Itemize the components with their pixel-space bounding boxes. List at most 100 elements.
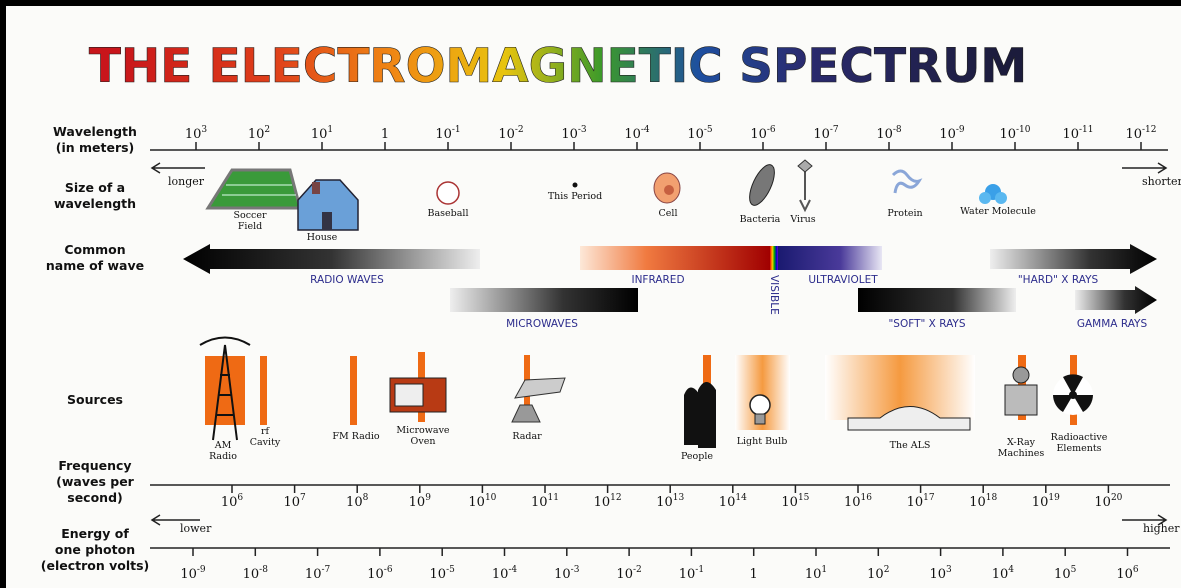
wave-label: RADIO WAVES [310,274,384,286]
title: THE ELECTROMAGNETIC SPECTRUM [89,39,1027,94]
tick-exponent: 10 [485,493,497,503]
tick-base: 10 [180,567,197,582]
row-label: second) [67,490,122,505]
tick-base: 10 [679,567,696,582]
tick-base: 10 [876,127,893,142]
tick-base: 10 [243,567,260,582]
row-label: Wavelength [53,124,137,139]
tick-base: 10 [283,495,300,510]
tick-exponent: 17 [923,493,935,503]
tick-base: 10 [1094,495,1111,510]
wave-label: VISIBLE [768,275,780,315]
tick-base: 10 [999,127,1016,142]
source-label: FM Radio [332,431,379,442]
tick-label: 1 [381,127,389,142]
tick-base: 10 [992,567,1009,582]
tick-exponent: -4 [641,125,650,135]
tick-exponent: 11 [548,493,559,503]
size-label: Bacteria [740,214,781,225]
tick-exponent: 4 [1008,565,1014,575]
tick-exponent: -7 [830,125,839,135]
tick-base: 10 [468,495,485,510]
size-label: Protein [887,208,922,219]
row-label: Size of a [65,180,125,195]
tick-exponent: -4 [508,565,517,575]
tick-base: 10 [367,567,384,582]
tick-exponent: 3 [201,125,207,135]
tick-base: 1 [750,567,758,582]
row-label: Energy of [61,526,129,541]
tick-base: 10 [430,567,447,582]
tick-exponent: -2 [633,565,642,575]
tick-base: 10 [624,127,641,142]
tick-exponent: 7 [300,493,306,503]
size-label: Water Molecule [960,206,1036,217]
tick-exponent: -8 [893,125,902,135]
tick-exponent: -5 [446,565,455,575]
tick-exponent: 20 [1111,493,1123,503]
tick-exponent: -5 [704,125,713,135]
tick-base: 10 [561,127,578,142]
tick-base: 10 [554,567,571,582]
size-label: Baseball [428,208,469,219]
wave-label: "HARD" X RAYS [1018,274,1099,286]
tick-base: 10 [409,495,426,510]
tick-base: 10 [656,495,673,510]
source-label: People [681,451,713,462]
tick-base: 10 [719,495,736,510]
tick-base: 10 [813,127,830,142]
tick-base: 10 [616,567,633,582]
row-label: name of wave [46,258,144,273]
tick-exponent: 12 [610,493,621,503]
source-label: Elements [1056,443,1101,454]
tick-base: 10 [305,567,322,582]
row-label: Sources [67,392,123,407]
tick-exponent: 13 [673,493,685,503]
tick-exponent: 5 [1071,565,1077,575]
source-label: AM [214,440,232,451]
direction-label: shorter [1142,175,1181,188]
tick-base: 10 [492,567,509,582]
source-label: Radioactive [1051,432,1108,443]
source-label: Microwave [396,425,450,436]
wave-label: INFRARED [631,274,684,286]
tick-exponent: -6 [384,565,393,575]
row-label: (waves per [56,474,135,489]
tick-base: 10 [867,567,884,582]
tick-exponent: 18 [986,493,998,503]
tick-exponent: 16 [861,493,873,503]
tick-base: 10 [248,127,265,142]
spectrum-diagram: THE ELECTROMAGNETIC SPECTRUM [0,0,1181,588]
size-label: House [307,232,338,243]
tick-base: 10 [1032,495,1049,510]
tick-exponent: 14 [735,493,747,503]
row-label: one photon [55,542,135,557]
tick-base: 1 [381,127,389,142]
tick-exponent: 19 [1048,493,1060,503]
size-label: This Period [548,191,602,202]
tick-base: 10 [346,495,363,510]
tick-base: 10 [750,127,767,142]
tick-base: 10 [844,495,861,510]
wave-label: GAMMA RAYS [1077,318,1148,330]
tick-base: 10 [435,127,452,142]
tick-base: 10 [1125,127,1142,142]
tick-exponent: -2 [515,125,524,135]
tick-base: 10 [1054,567,1071,582]
tick-base: 10 [781,495,798,510]
tick-label: 1 [750,567,758,582]
tick-exponent: -9 [956,125,965,135]
direction-label: longer [168,175,205,188]
tick-base: 10 [969,495,986,510]
tick-exponent: -3 [578,125,587,135]
wave-label: "SOFT" X RAYS [888,318,965,330]
size-label: Virus [789,214,815,225]
source-label: The ALS [890,440,931,451]
size-label: Cell [659,208,678,219]
tick-base: 10 [1062,127,1079,142]
tick-exponent: 2 [264,125,270,135]
source-label: Radar [512,431,542,442]
tick-base: 10 [498,127,515,142]
tick-exponent: -10 [1016,125,1031,135]
tick-base: 10 [185,127,202,142]
